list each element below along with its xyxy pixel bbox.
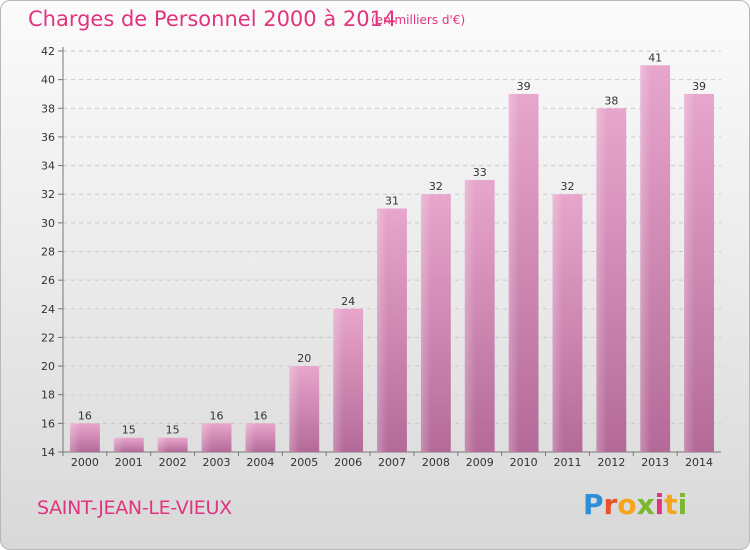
bar-highlight — [464, 179, 476, 452]
bar-layer — [70, 65, 714, 453]
x-tick-label: 2010 — [510, 456, 538, 469]
bar-highlight — [508, 93, 520, 452]
x-tick-label: 2004 — [246, 456, 274, 469]
y-tick-label: 26 — [41, 274, 55, 287]
bar-highlight — [113, 437, 125, 452]
city-name: SAINT-JEAN-LE-VIEUX — [37, 497, 232, 519]
data-label: 33 — [473, 166, 487, 179]
data-label: 31 — [385, 195, 399, 208]
bar-highlight — [333, 308, 344, 452]
bar-highlight — [289, 366, 300, 452]
x-tick-label: 2006 — [334, 456, 362, 469]
y-tick-label: 38 — [41, 102, 55, 115]
bar-highlight — [640, 65, 651, 453]
x-tick-label: 2012 — [597, 456, 625, 469]
axis-layer: 14 16 18 20 22 24 26 28 30 32 34 36 38 40 42 — [41, 45, 721, 459]
data-label: 20 — [297, 352, 311, 365]
y-tick-label: 14 — [41, 446, 55, 459]
data-label: 16 — [78, 409, 92, 422]
bar-highlight — [552, 194, 563, 452]
data-label: 15 — [166, 424, 180, 437]
x-tick-label: 2000 — [71, 456, 99, 469]
data-label: 24 — [341, 295, 355, 308]
y-tick-label: 40 — [41, 74, 55, 87]
x-tick-label: 2005 — [290, 456, 318, 469]
label-layer: 16 2000 15 2001 15 2002 16 2003 16 2004 20 2005 24 20… — [71, 51, 713, 469]
data-label: 15 — [122, 424, 136, 437]
proxiti-logo: Proxiti — [583, 488, 687, 521]
x-tick-label: 2008 — [422, 456, 450, 469]
y-tick-label: 32 — [41, 188, 55, 201]
logo-letter: P — [583, 488, 604, 521]
data-label: 16 — [210, 409, 224, 422]
bar-highlight — [201, 423, 213, 452]
x-tick-label: 2009 — [466, 456, 494, 469]
logo-letter: i — [654, 488, 665, 521]
bar-highlight — [70, 423, 81, 452]
chart-subtitle: (en milliers d'€) — [371, 13, 466, 27]
x-tick-label: 2013 — [641, 456, 669, 469]
y-tick-label: 18 — [41, 389, 55, 402]
data-label: 41 — [648, 51, 662, 64]
logo-letter: r — [603, 488, 618, 521]
x-tick-label: 2001 — [115, 456, 143, 469]
data-label: 16 — [253, 409, 267, 422]
x-tick-label: 2007 — [378, 456, 406, 469]
bar-highlight — [245, 423, 256, 452]
logo-letter: i — [677, 488, 688, 521]
y-tick-label: 20 — [41, 360, 55, 373]
data-label: 32 — [560, 180, 574, 193]
bar-highlight — [420, 194, 432, 452]
y-tick-label: 24 — [41, 303, 55, 316]
x-tick-label: 2003 — [203, 456, 231, 469]
x-tick-label: 2014 — [685, 456, 713, 469]
x-tick-label: 2011 — [553, 456, 581, 469]
logo-letter: t — [664, 488, 678, 521]
bar-highlight — [157, 437, 169, 452]
y-tick-label: 36 — [41, 131, 55, 144]
chart-title: Charges de Personnel 2000 à 2014 — [28, 7, 397, 31]
bar-highlight — [684, 93, 695, 452]
y-tick-label: 22 — [41, 331, 55, 344]
logo-letter: x — [636, 488, 655, 521]
data-label: 39 — [692, 80, 706, 93]
data-label: 32 — [429, 180, 443, 193]
y-tick-label: 34 — [41, 160, 55, 173]
data-label: 39 — [517, 80, 531, 93]
data-label: 38 — [604, 94, 618, 107]
y-tick-label: 28 — [41, 246, 55, 259]
logo-letter: o — [617, 488, 637, 521]
bar-highlight — [377, 208, 388, 452]
y-tick-label: 30 — [41, 217, 55, 230]
bar-highlight — [596, 108, 607, 453]
y-tick-label: 42 — [41, 45, 55, 58]
x-tick-label: 2002 — [159, 456, 187, 469]
y-tick-label: 16 — [41, 417, 55, 430]
